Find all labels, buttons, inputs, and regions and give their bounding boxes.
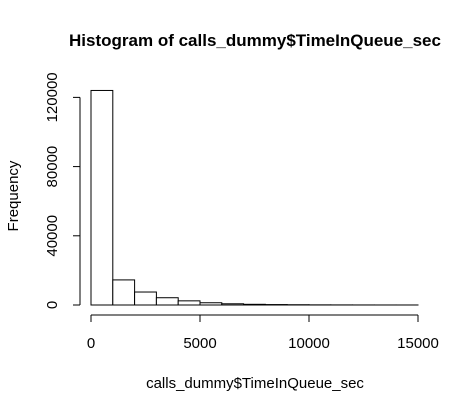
histogram-bar-5 [200, 303, 222, 305]
x-axis: 0 5000 10000 15000 [87, 315, 439, 352]
x-tick-label-2: 10000 [288, 335, 330, 352]
histogram-bar-4 [178, 301, 200, 305]
x-tick-label-1: 5000 [183, 335, 216, 352]
y-axis: 0 40000 80000 120000 [44, 72, 80, 309]
histogram-bar-7 [244, 304, 266, 305]
histogram-bar-0 [91, 90, 113, 305]
histogram-bars [91, 90, 418, 305]
x-tick-label-3: 15000 [397, 335, 439, 352]
y-tick-label-0: 0 [44, 301, 61, 309]
chart-title: Histogram of calls_dummy$TimeInQueue_sec [69, 31, 441, 50]
y-tick-label-1: 40000 [44, 215, 61, 257]
histogram-bar-1 [113, 280, 135, 305]
histogram-bar-2 [135, 292, 157, 305]
x-axis-label: calls_dummy$TimeInQueue_sec [146, 375, 364, 392]
histogram-bar-6 [222, 304, 244, 305]
y-tick-label-3: 120000 [44, 72, 61, 122]
y-tick-label-2: 80000 [44, 146, 61, 188]
y-axis-label: Frequency [5, 160, 22, 231]
x-tick-label-0: 0 [87, 335, 95, 352]
histogram-bar-3 [156, 298, 178, 305]
